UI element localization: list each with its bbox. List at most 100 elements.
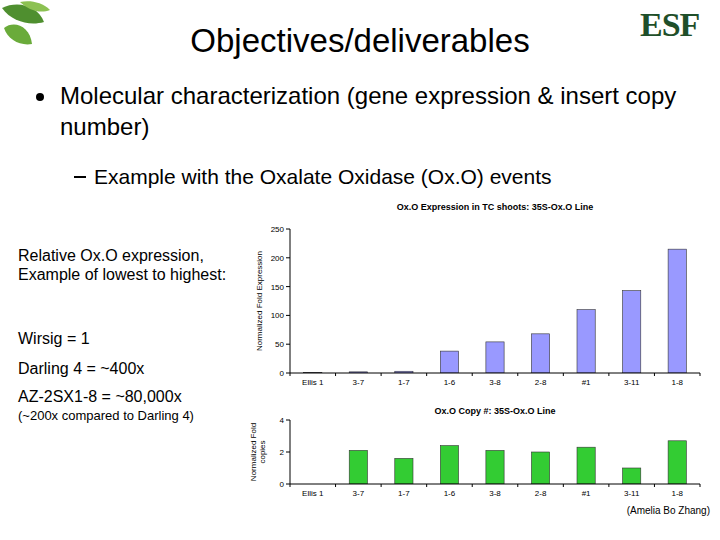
y-axis-label-line: copies: [258, 440, 267, 463]
x-tick: [700, 484, 701, 487]
x-tick: [608, 373, 609, 376]
x-tick: [608, 484, 609, 487]
notes-item: AZ-2SX1-8 = ~80,000x: [18, 388, 182, 406]
y-tick: [286, 315, 290, 316]
x-tick-label: 3-11: [624, 378, 640, 387]
y-tick-label: 0: [280, 369, 285, 378]
y-tick-label: 150: [271, 283, 285, 292]
x-tick-label: Ellis 1: [302, 489, 324, 498]
x-tick-label: 3-8: [489, 378, 501, 387]
bar: [668, 249, 686, 373]
x-tick-label: #1: [582, 378, 591, 387]
y-axis-label: Normalized Foldcopies: [249, 423, 267, 481]
x-tick: [517, 484, 518, 487]
y-tick-label: 200: [271, 254, 285, 263]
x-tick: [290, 373, 291, 376]
y-tick: [286, 420, 290, 421]
bar: [577, 447, 595, 484]
x-tick: [335, 373, 336, 376]
chart: Ox.O Expression in TC shoots: 35S-Ox.O L…: [255, 202, 700, 387]
y-tick: [286, 257, 290, 258]
bar: [531, 452, 549, 484]
bar: [531, 334, 549, 373]
x-tick-label: 3-7: [353, 378, 365, 387]
x-tick: [700, 373, 701, 376]
sub-bullet-marker: [74, 176, 86, 178]
x-tick-label: 1-8: [671, 378, 683, 387]
x-tick-label: 1-8: [671, 489, 683, 498]
bar: [623, 291, 641, 373]
y-tick: [286, 373, 290, 374]
bars: [304, 249, 687, 373]
x-tick: [517, 373, 518, 376]
x-tick-label: 3-8: [489, 489, 501, 498]
notes-item: Darling 4 = ~400x: [18, 360, 144, 378]
x-axis: [290, 373, 700, 374]
x-tick-label: Ellis 1: [302, 378, 324, 387]
bullet-text: Molecular characterization (gene express…: [60, 80, 680, 142]
x-tick: [472, 373, 473, 376]
x-tick-label: 1-6: [444, 378, 456, 387]
leaf: [4, 25, 32, 45]
sub-bullet-text: Example with the Oxalate Oxidase (Ox.O) …: [94, 164, 694, 190]
y-tick-label: 2: [280, 448, 285, 457]
y-axis-label-line: Normalized Fold: [249, 423, 258, 481]
chart: Ox.O Copy #: 35S-Ox.O Line 0 2 4 Ellis 1 3-7 1…: [249, 406, 700, 498]
x-tick: [472, 484, 473, 487]
slide-title: Objectives/deliverables: [0, 22, 720, 60]
y-tick-label: 4: [280, 416, 285, 425]
bar: [668, 441, 686, 484]
x-tick-label: 1-7: [398, 378, 410, 387]
charts: Ox.O Expression in TC shoots: 35S-Ox.O L…: [0, 0, 720, 540]
y-tick-label: 100: [271, 311, 285, 320]
bar: [440, 446, 458, 484]
y-tick: [286, 229, 290, 230]
chart-title: Ox.O Expression in TC shoots: 35S-Ox.O L…: [397, 202, 594, 212]
y-tick: [286, 452, 290, 453]
y-tick-label: 50: [275, 340, 284, 349]
x-tick-label: #1: [582, 489, 591, 498]
x-tick: [426, 484, 427, 487]
x-tick-label: 3-7: [353, 489, 365, 498]
bullet-marker: [36, 93, 44, 101]
x-tick-label: 2-8: [535, 489, 547, 498]
bar: [440, 351, 458, 373]
x-tick-label: 1-6: [444, 489, 456, 498]
bar: [486, 450, 504, 484]
x-tick: [426, 373, 427, 376]
chart-title: Ox.O Copy #: 35S-Ox.O Line: [434, 406, 555, 416]
leaf-decoration: [0, 0, 60, 60]
x-tick-label: 3-11: [624, 489, 640, 498]
y-axis: [290, 229, 291, 373]
notes-heading: Relative Ox.O expression, Example of low…: [18, 246, 243, 284]
y-tick-label: 0: [280, 480, 285, 489]
notes-comment: (~200x compared to Darling 4): [18, 408, 194, 423]
y-tick: [286, 484, 290, 485]
notes-item: Wirsig = 1: [18, 330, 90, 348]
bar: [349, 450, 367, 484]
bar: [486, 342, 504, 373]
bar: [577, 310, 595, 373]
y-tick: [286, 344, 290, 345]
x-axis: [290, 484, 700, 485]
leaf: [20, 1, 50, 11]
bars: [349, 441, 686, 484]
x-tick: [290, 484, 291, 487]
x-tick-label: 1-7: [398, 489, 410, 498]
x-tick: [563, 373, 564, 376]
x-tick: [335, 484, 336, 487]
x-tick: [381, 373, 382, 376]
y-tick: [286, 286, 290, 287]
credit: (Amelia Bo Zhang): [560, 505, 710, 516]
x-tick-label: 2-8: [535, 378, 547, 387]
bar: [395, 458, 413, 484]
bar: [623, 468, 641, 484]
x-tick: [381, 484, 382, 487]
x-tick: [654, 373, 655, 376]
y-axis-label: Normalized Fold Expression: [255, 251, 264, 351]
x-tick: [654, 484, 655, 487]
x-tick: [563, 484, 564, 487]
slide: Objectives/deliverablesESF Molecular char…: [0, 0, 720, 540]
y-tick-label: 250: [271, 225, 285, 234]
logo: ESF: [640, 6, 699, 44]
